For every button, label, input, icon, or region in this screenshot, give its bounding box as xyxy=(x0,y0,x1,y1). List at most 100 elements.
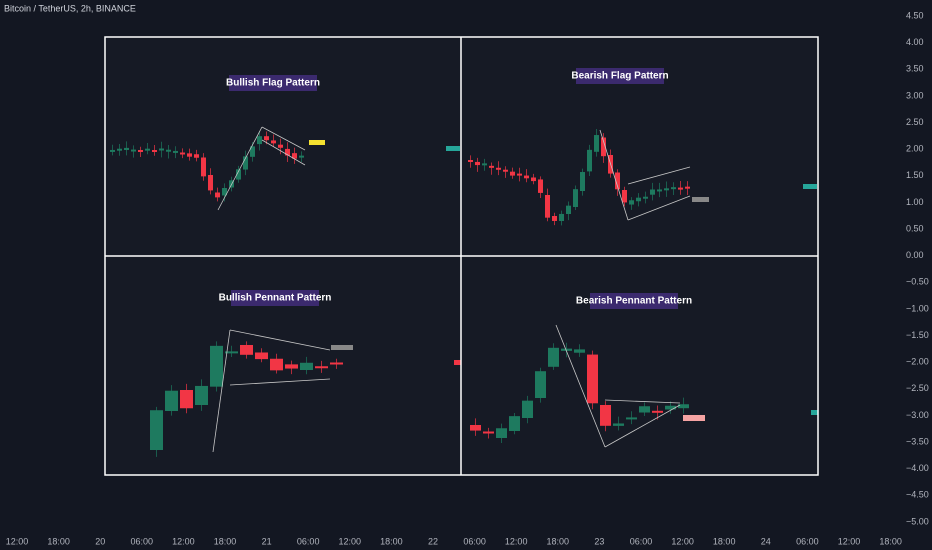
price-tag xyxy=(454,360,461,365)
price-label: −1.00 xyxy=(906,303,929,313)
candle xyxy=(496,428,507,438)
trend-line xyxy=(217,126,263,211)
candle xyxy=(215,192,220,198)
price-label: 3.00 xyxy=(906,90,924,100)
panel-titles: Bullish Flag Pattern Bearish Flag Pattern… xyxy=(219,68,692,309)
candle xyxy=(650,189,655,195)
candle xyxy=(270,358,283,371)
price-label: 4.50 xyxy=(906,10,924,20)
time-label: 12:00 xyxy=(838,536,861,546)
time-label: 18:00 xyxy=(380,536,403,546)
candle xyxy=(195,385,208,405)
time-label: 06:00 xyxy=(463,536,486,546)
candle xyxy=(489,165,494,168)
time-label: 20 xyxy=(95,536,105,546)
axes: 4.50 4.00 3.50 3.00 2.50 2.00 1.50 1.00 0.50 0.00… xyxy=(6,10,929,546)
candle xyxy=(573,189,578,207)
trend-line xyxy=(212,329,231,453)
price-tag xyxy=(803,184,817,189)
price-tag xyxy=(811,410,818,415)
time-label: 24 xyxy=(761,536,771,546)
candle xyxy=(548,347,559,367)
candle xyxy=(240,345,253,355)
price-label: −4.50 xyxy=(906,490,929,500)
candle xyxy=(166,149,171,152)
candle xyxy=(250,146,255,157)
candle xyxy=(665,405,676,410)
price-label: −3.50 xyxy=(906,436,929,446)
candle xyxy=(601,137,606,157)
candle xyxy=(545,195,550,218)
candle xyxy=(468,160,473,162)
time-label: 12:00 xyxy=(671,536,694,546)
tag xyxy=(309,140,325,145)
candle xyxy=(117,148,122,151)
time-label: 12:00 xyxy=(339,536,362,546)
candle xyxy=(574,349,585,353)
candle xyxy=(285,364,298,369)
candle xyxy=(496,167,501,170)
price-tag xyxy=(446,146,460,151)
candle xyxy=(622,190,627,203)
time-label: 18:00 xyxy=(214,536,237,546)
candle xyxy=(173,150,178,153)
time-label: 23 xyxy=(594,536,604,546)
candle xyxy=(201,157,206,177)
candle xyxy=(629,200,634,205)
candle xyxy=(131,149,136,152)
trend-line xyxy=(604,404,681,448)
candle xyxy=(626,417,637,420)
time-label: 06:00 xyxy=(796,536,819,546)
tag xyxy=(331,345,353,350)
price-label: 3.50 xyxy=(906,64,924,74)
time-label: 21 xyxy=(262,536,272,546)
candle xyxy=(566,205,571,214)
candle xyxy=(587,354,598,404)
candle xyxy=(552,216,557,221)
price-label: 0.00 xyxy=(906,250,924,260)
price-label: −4.00 xyxy=(906,463,929,473)
title-badge xyxy=(231,290,319,306)
time-label: 06:00 xyxy=(297,536,320,546)
candle xyxy=(600,405,611,426)
candle xyxy=(615,172,620,190)
panel-title: Bearish Pennant Pattern xyxy=(576,296,692,307)
trend-line xyxy=(229,329,331,351)
candle xyxy=(470,425,481,431)
candle xyxy=(517,173,522,176)
price-label: −3.00 xyxy=(906,410,929,420)
candle xyxy=(639,406,650,413)
trend-line xyxy=(229,378,331,386)
candle xyxy=(522,400,533,418)
candle xyxy=(210,345,223,387)
candle xyxy=(243,156,248,170)
candle xyxy=(535,371,546,398)
title-badge xyxy=(576,68,664,84)
candle xyxy=(559,213,564,221)
candle xyxy=(180,390,193,409)
panel-title: Bullish Pennant Pattern xyxy=(219,293,332,304)
candle xyxy=(138,150,143,152)
candle xyxy=(150,410,163,450)
price-label: 1.00 xyxy=(906,197,924,207)
candle xyxy=(503,169,508,172)
time-label: 22 xyxy=(428,536,438,546)
candle xyxy=(664,188,669,191)
candle xyxy=(159,148,164,151)
title-badge xyxy=(229,75,317,91)
candle xyxy=(678,404,689,409)
candle xyxy=(180,152,185,155)
price-label: 2.50 xyxy=(906,117,924,127)
panel-frames xyxy=(104,36,819,476)
candle xyxy=(124,147,129,150)
time-label: 18:00 xyxy=(47,536,70,546)
panel-title: Bearish Flag Pattern xyxy=(571,71,668,82)
tags xyxy=(309,140,818,421)
candle xyxy=(510,171,515,176)
price-label: −5.00 xyxy=(906,516,929,526)
candle xyxy=(271,140,276,144)
time-label: 18:00 xyxy=(879,536,902,546)
candle xyxy=(613,423,624,426)
candle xyxy=(538,179,543,193)
